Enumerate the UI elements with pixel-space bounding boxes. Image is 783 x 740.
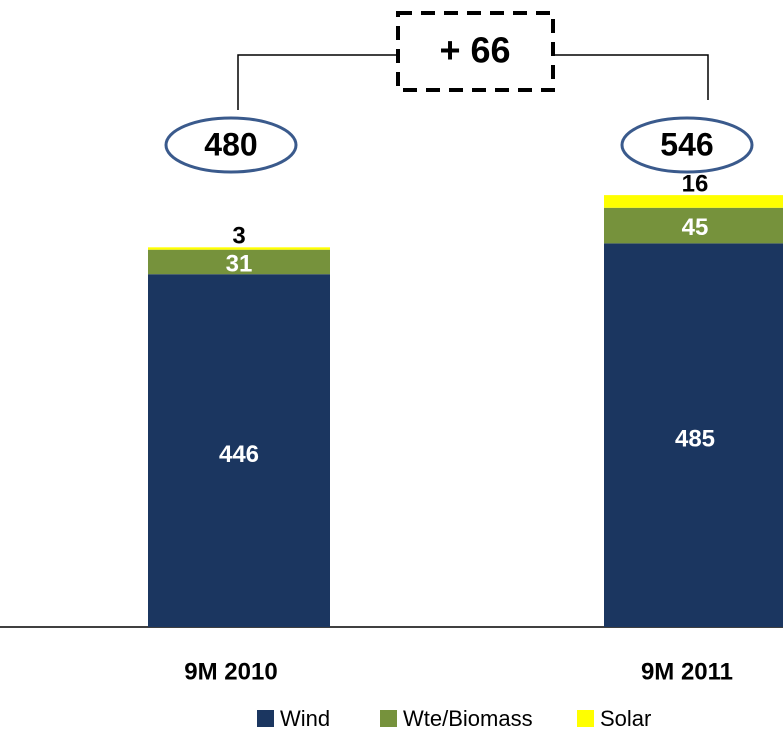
data-label: 45 <box>682 214 709 241</box>
legend-swatch <box>577 710 594 727</box>
total-ellipse <box>620 116 754 174</box>
data-label: 31 <box>226 250 253 277</box>
legend-label: Wte/Biomass <box>403 706 533 731</box>
legend-swatch <box>380 710 397 727</box>
bar-segment <box>148 274 330 627</box>
bar-segment <box>604 195 783 208</box>
data-label: 16 <box>682 170 709 197</box>
total-ellipse <box>164 116 298 174</box>
total-label: 480 <box>204 126 257 162</box>
difference-label: + 66 <box>439 30 510 71</box>
bar-segment <box>604 207 783 244</box>
difference-box <box>396 11 555 92</box>
x-tick-label: 9M 2011 <box>641 658 733 685</box>
bar-segment <box>148 247 330 250</box>
bar-segment <box>148 249 330 275</box>
x-tick-label: 9M 2010 <box>184 658 277 685</box>
data-label: 446 <box>219 441 259 468</box>
legend-label: Wind <box>280 706 330 731</box>
connector <box>237 54 709 110</box>
total-label: 546 <box>660 126 713 162</box>
data-label: 485 <box>675 426 715 453</box>
data-label: 3 <box>232 223 245 250</box>
legend-swatch <box>257 710 274 727</box>
bar-segment <box>604 243 783 628</box>
legend-label: Solar <box>600 706 651 731</box>
